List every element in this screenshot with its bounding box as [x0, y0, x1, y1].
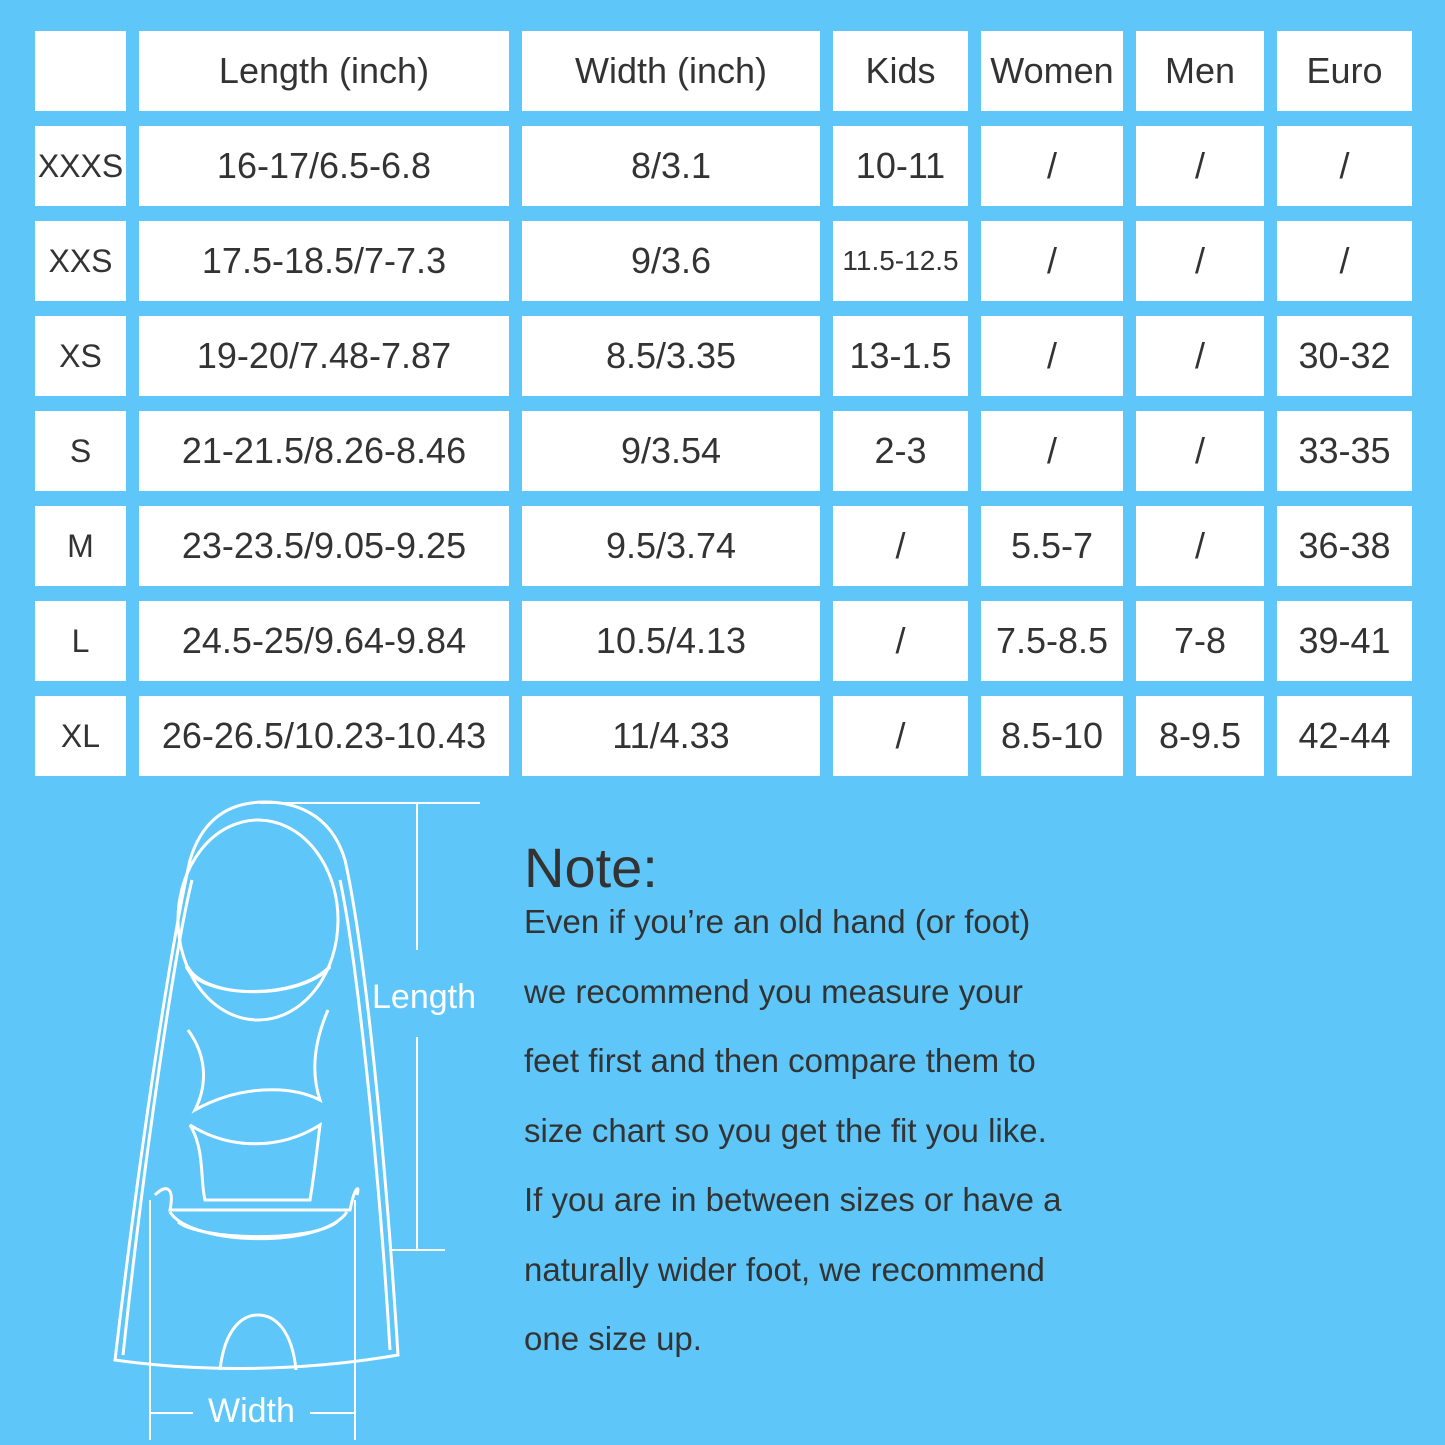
header-cell: Width (inch)	[522, 31, 820, 111]
table-cell: /	[1136, 506, 1264, 586]
table-cell: 8.5-10	[981, 696, 1123, 776]
table-cell: 11/4.33	[522, 696, 820, 776]
table-cell: /	[981, 316, 1123, 396]
table-cell: 39-41	[1277, 601, 1412, 681]
size-label-cell: XS	[35, 316, 126, 396]
table-cell: 9.5/3.74	[522, 506, 820, 586]
size-label-cell: XXXS	[35, 126, 126, 206]
table-cell: 16-17/6.5-6.8	[139, 126, 509, 206]
note-section: Note: Even if you’re an old hand (or foo…	[524, 835, 1061, 1387]
table-cell: 26-26.5/10.23-10.43	[139, 696, 509, 776]
size-label-cell: L	[35, 601, 126, 681]
note-title: Note:	[524, 836, 658, 899]
table-cell: 17.5-18.5/7-7.3	[139, 221, 509, 301]
table-cell: 2-3	[833, 411, 968, 491]
table-cell: 9/3.6	[522, 221, 820, 301]
table-cell: 30-32	[1277, 316, 1412, 396]
table-cell: 36-38	[1277, 506, 1412, 586]
table-cell: /	[1136, 221, 1264, 301]
table-cell: 8.5/3.35	[522, 316, 820, 396]
table-cell: /	[981, 126, 1123, 206]
table-cell: /	[1136, 126, 1264, 206]
table-cell: 11.5-12.5	[833, 221, 968, 301]
header-cell: Men	[1136, 31, 1264, 111]
note-line: one size up.	[524, 1320, 702, 1357]
table-cell: /	[1136, 316, 1264, 396]
table-cell: 24.5-25/9.64-9.84	[139, 601, 509, 681]
table-cell: 19-20/7.48-7.87	[139, 316, 509, 396]
table-cell: 42-44	[1277, 696, 1412, 776]
table-cell: /	[1136, 411, 1264, 491]
note-line: we recommend you measure your	[524, 972, 1023, 1010]
header-cell: Kids	[833, 31, 968, 111]
size-label-cell: M	[35, 506, 126, 586]
size-label-cell: S	[35, 411, 126, 491]
table-cell: 8/3.1	[522, 126, 820, 206]
table-cell: 23-23.5/9.05-9.25	[139, 506, 509, 586]
width-label: Width	[208, 1392, 295, 1430]
header-cell: Women	[981, 31, 1123, 111]
table-cell: 10.5/4.13	[522, 601, 820, 681]
table-cell: 5.5-7	[981, 506, 1123, 586]
table-cell: 7.5-8.5	[981, 601, 1123, 681]
table-cell: 7-8	[1136, 601, 1264, 681]
table-cell: 13-1.5	[833, 316, 968, 396]
note-line: size chart so you get the fit you like.	[524, 1111, 1047, 1149]
table-cell: /	[981, 411, 1123, 491]
header-cell	[35, 31, 126, 111]
table-cell: /	[1277, 126, 1412, 206]
header-cell: Euro	[1277, 31, 1412, 111]
size-label-cell: XL	[35, 696, 126, 776]
table-cell: /	[1277, 221, 1412, 301]
table-cell: /	[833, 601, 968, 681]
table-cell: 33-35	[1277, 411, 1412, 491]
table-cell: /	[981, 221, 1123, 301]
length-label: Length	[372, 978, 476, 1016]
table-cell: 9/3.54	[522, 411, 820, 491]
note-line: Even if you’re an old hand (or foot)	[524, 903, 1031, 940]
table-cell: 21-21.5/8.26-8.46	[139, 411, 509, 491]
table-cell: /	[833, 696, 968, 776]
table-cell: 10-11	[833, 126, 968, 206]
table-cell: /	[833, 506, 968, 586]
note-line: feet first and then compare them to	[524, 1042, 1036, 1079]
note-line: naturally wider foot, we recommend	[524, 1250, 1045, 1288]
size-label-cell: XXS	[35, 221, 126, 301]
note-line: If you are in between sizes or have a	[524, 1181, 1062, 1218]
size-chart-table: Length (inch) Width (inch) Kids Women Men Eur…	[35, 31, 1412, 776]
table-cell: 8-9.5	[1136, 696, 1264, 776]
header-cell: Length (inch)	[139, 31, 509, 111]
